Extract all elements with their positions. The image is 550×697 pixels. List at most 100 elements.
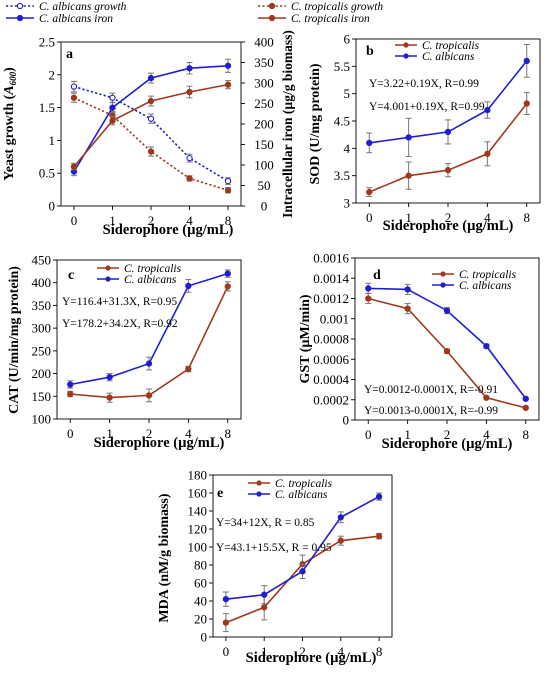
data-point [444,167,452,174]
x-tick-label: 2 [146,426,153,441]
y-axis-label: MDA (nM/g biomass) [157,493,172,622]
y-tick-label: 120 [188,522,208,537]
x-tick-label: 4 [338,644,345,659]
y-tick-label: 0.001 [320,311,349,326]
panel-letter: e [217,486,223,501]
data-point [375,493,383,500]
y-tick-label: 20 [194,612,207,627]
y-tick-label: 0.0008 [313,332,349,347]
data-point [70,94,78,101]
data-point [186,88,193,96]
data-point [222,619,230,626]
y-right-axis-label: Intracellular iron (µg/g biomass) [280,30,295,218]
regression-equation: Y=116.4+31.3X, R=0.95 [62,296,177,308]
data-point [67,390,74,398]
x-tick-label: 1 [404,427,411,442]
x-tick-label: 8 [225,426,232,441]
y-tick-label: 0.0014 [313,271,349,286]
data-point [70,83,78,90]
y-tick-label: 0 [201,630,208,645]
x-tick-label: 2 [445,210,452,225]
data-point [186,175,193,182]
data-point [147,148,155,155]
y-tick-label: 200 [32,366,52,381]
regression-equation: Y=0.0012-0.0001X, R=-0.91 [364,384,498,396]
y-tick-label: 0 [49,199,56,214]
y-tick-label: 0 [343,413,350,428]
data-point [522,395,529,402]
y-tick-label: 4.5 [334,114,350,129]
data-point [222,596,230,603]
series-line [368,103,528,193]
data-point [405,172,412,179]
x-axis-label: Siderophore (µg/mL) [382,436,513,452]
x-axis-label: Siderophore (µg/mL) [103,222,234,238]
legend-label: C. albicans [459,280,512,292]
series-line [73,97,229,192]
y-tick-label: 5.5 [334,59,350,74]
data-point [185,365,192,373]
x-tick-label: 0 [365,427,372,442]
y-tick-label: 250 [32,343,52,358]
data-point [147,74,155,82]
legend-label: C. albicans [124,274,177,286]
y-right-tick-label: 350 [254,55,274,70]
y-tick-label: 60 [194,576,207,591]
x-axis-label: Siderophore (µg/mL) [383,218,514,234]
panel-letter: d [373,268,381,283]
x-tick-label: 8 [225,213,232,228]
data-point [147,115,155,122]
x-tick-label: 2 [444,427,451,442]
legend-label: C. tropicalis [275,478,333,490]
data-point [109,117,116,124]
legend-marker [268,2,276,10]
panel-a: 0 0.5 1 1.5 2 2.5 0 50 100 150 200 250 300 350 400 0 1 2 4… [2,30,295,238]
x-tick-label: 0 [366,210,373,225]
data-point [70,163,78,170]
y-tick-label: 100 [188,540,208,555]
data-point [444,128,452,136]
data-point [337,514,344,521]
y-right-tick-label: 50 [258,178,271,193]
data-point [186,65,193,72]
panel-b: 3 3.5 4 4.5 5 5.5 6 0 1 2 4 8 Siderophore (µg/mL) SOD… [308,32,541,234]
y-tick-label: 150 [32,389,52,404]
data-point [261,591,268,598]
x-tick-label: 8 [523,427,530,442]
x-axis-label: Siderophore (µg/mL) [246,650,377,666]
y-tick-label: 0.5 [39,166,55,181]
data-point [261,604,268,611]
data-point [106,374,113,381]
regression-equation: Y=4.001+0.19X, R=0.99 [369,101,485,113]
y-tick-label: 4 [344,141,351,156]
panel-letter: b [366,44,374,59]
y-tick-label: 1.5 [39,100,55,115]
data-point [67,381,74,388]
x-tick-label: 0 [67,426,74,441]
panel-e: 0 20 40 60 80 100 120 140 160 180 0 1 2 4 8Siderophore… [157,468,393,666]
legend-label: C. tropicalis iron [291,13,370,25]
x-tick-label: 0 [223,644,230,659]
y-tick-label: 0.0012 [313,291,349,306]
x-tick-label: 1 [261,644,268,659]
data-point [109,104,116,111]
x-tick-label: 0 [71,213,78,228]
y-right-tick-label: 150 [254,137,274,152]
x-tick-label: 8 [524,210,531,225]
y-tick-label: 140 [188,504,208,519]
data-point [366,188,373,196]
legend-marker [440,282,446,288]
regression-equation: Y=3.22+0.19X, R=0.99 [369,78,479,90]
y-tick-label: 160 [188,486,208,501]
y-axis-label: CAT (U/min/mg protein) [7,266,22,414]
data-point [106,394,113,401]
y-tick-label: 3 [344,196,351,211]
y-tick-label: 350 [32,298,52,313]
y-tick-label: 300 [32,321,52,336]
data-point [224,187,232,194]
legend-marker [16,2,24,10]
y-right-tick-label: 250 [254,96,274,111]
data-point [365,295,372,302]
legend-label: C. tropicalis [124,263,182,275]
data-point [145,360,153,367]
